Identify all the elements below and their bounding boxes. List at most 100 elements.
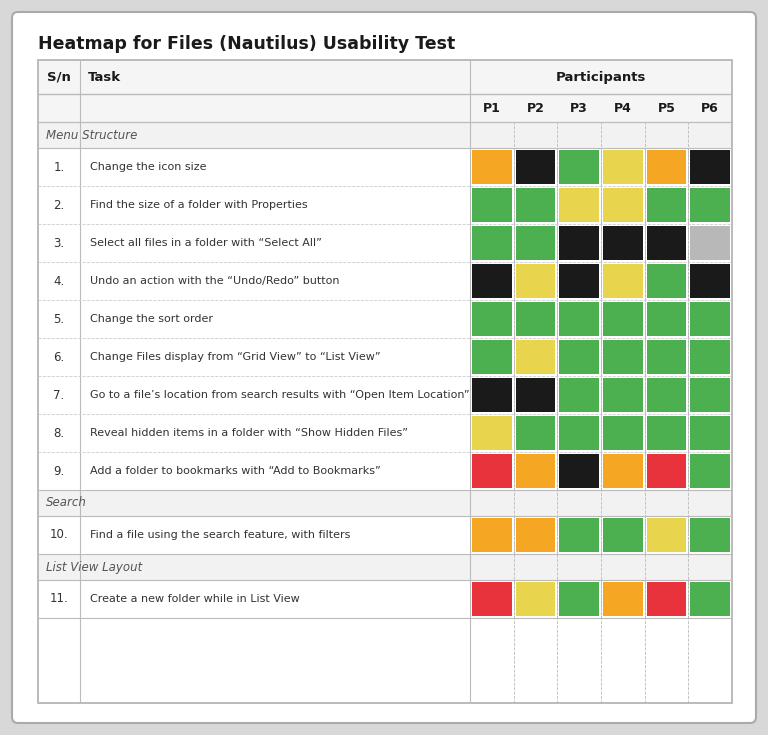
Bar — [38, 224, 732, 262]
Bar — [515, 340, 555, 374]
Text: Add a folder to bookmarks with “Add to Bookmarks”: Add a folder to bookmarks with “Add to B… — [90, 466, 381, 476]
Text: 6.: 6. — [53, 351, 65, 364]
Text: Undo an action with the “Undo/Redo” button: Undo an action with the “Undo/Redo” butt… — [90, 276, 339, 286]
Text: 4.: 4. — [53, 274, 65, 287]
Bar — [38, 376, 732, 414]
Bar — [603, 264, 643, 298]
Bar — [515, 378, 555, 412]
Bar — [559, 188, 599, 222]
Text: 5.: 5. — [54, 312, 65, 326]
Bar — [38, 452, 732, 490]
Bar — [603, 454, 643, 488]
Bar — [603, 416, 643, 450]
Text: 2.: 2. — [53, 198, 65, 212]
Bar — [472, 150, 511, 184]
Bar — [690, 454, 730, 488]
Bar — [559, 416, 599, 450]
Text: Reveal hidden items in a folder with “Show Hidden Files”: Reveal hidden items in a folder with “Sh… — [90, 428, 408, 438]
Bar — [38, 122, 732, 148]
Text: P6: P6 — [701, 101, 719, 115]
Bar — [559, 378, 599, 412]
Bar — [559, 264, 599, 298]
Bar — [472, 378, 511, 412]
Text: List View Layout: List View Layout — [46, 561, 142, 573]
Bar — [647, 188, 687, 222]
Bar — [690, 416, 730, 450]
Bar — [647, 150, 687, 184]
Text: Change the icon size: Change the icon size — [90, 162, 207, 172]
Bar — [515, 150, 555, 184]
Bar — [472, 340, 511, 374]
Bar — [38, 580, 732, 618]
Bar — [38, 60, 732, 94]
Text: P5: P5 — [657, 101, 675, 115]
Bar — [38, 262, 732, 300]
Bar — [559, 454, 599, 488]
Bar — [38, 186, 732, 224]
Bar — [38, 300, 732, 338]
Text: Go to a file’s location from search results with “Open Item Location”: Go to a file’s location from search resu… — [90, 390, 469, 400]
Bar — [472, 582, 511, 616]
Bar — [603, 188, 643, 222]
Bar — [472, 302, 511, 336]
Bar — [603, 226, 643, 260]
Text: 3.: 3. — [54, 237, 65, 249]
Bar — [690, 582, 730, 616]
Bar — [690, 302, 730, 336]
Text: Heatmap for Files (Nautilus) Usability Test: Heatmap for Files (Nautilus) Usability T… — [38, 35, 455, 53]
Text: Select all files in a folder with “Select All”: Select all files in a folder with “Selec… — [90, 238, 322, 248]
Text: 8.: 8. — [54, 426, 65, 440]
Bar — [38, 94, 732, 122]
Bar — [515, 454, 555, 488]
Bar — [690, 264, 730, 298]
Bar — [690, 378, 730, 412]
Bar — [559, 582, 599, 616]
Bar — [647, 518, 687, 552]
Bar — [515, 582, 555, 616]
Text: Search: Search — [46, 497, 87, 509]
Text: 1.: 1. — [53, 160, 65, 173]
Text: Task: Task — [88, 71, 121, 84]
Bar — [38, 414, 732, 452]
Bar — [559, 302, 599, 336]
Bar — [690, 150, 730, 184]
Bar — [515, 518, 555, 552]
Text: Change Files display from “Grid View” to “List View”: Change Files display from “Grid View” to… — [90, 352, 381, 362]
Bar — [603, 378, 643, 412]
Bar — [515, 188, 555, 222]
Bar — [603, 340, 643, 374]
Bar — [647, 340, 687, 374]
Bar — [38, 516, 732, 554]
Bar — [472, 226, 511, 260]
Bar — [38, 60, 732, 703]
Bar — [647, 226, 687, 260]
Bar — [472, 518, 511, 552]
Text: 10.: 10. — [50, 528, 68, 542]
Bar — [472, 264, 511, 298]
Bar — [38, 148, 732, 186]
Bar — [38, 60, 732, 703]
Bar — [472, 416, 511, 450]
Text: 11.: 11. — [50, 592, 68, 606]
FancyBboxPatch shape — [12, 12, 756, 723]
Bar — [603, 518, 643, 552]
Bar — [559, 150, 599, 184]
Bar — [647, 582, 687, 616]
Bar — [472, 454, 511, 488]
Bar — [515, 264, 555, 298]
Text: Menu Structure: Menu Structure — [46, 129, 137, 142]
Bar — [690, 518, 730, 552]
Bar — [647, 454, 687, 488]
Text: S/n: S/n — [47, 71, 71, 84]
Text: P2: P2 — [527, 101, 545, 115]
Bar — [603, 582, 643, 616]
Bar — [603, 302, 643, 336]
Text: P4: P4 — [614, 101, 632, 115]
Bar — [515, 416, 555, 450]
Text: Find the size of a folder with Properties: Find the size of a folder with Propertie… — [90, 200, 308, 210]
Text: 9.: 9. — [53, 465, 65, 478]
Bar — [559, 226, 599, 260]
Text: P3: P3 — [571, 101, 588, 115]
Text: Participants: Participants — [556, 71, 646, 84]
Bar — [647, 302, 687, 336]
